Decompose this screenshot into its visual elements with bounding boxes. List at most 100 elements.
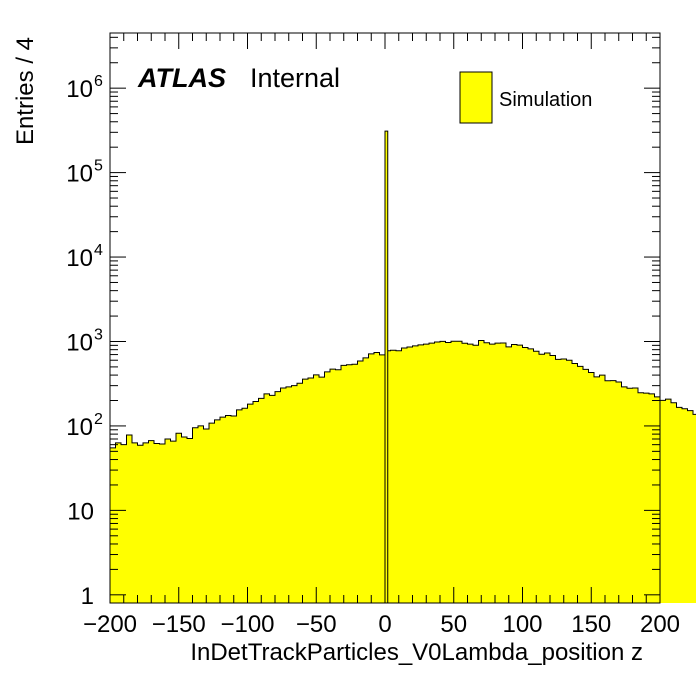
histogram-bin [473, 345, 479, 603]
histogram-bin [643, 393, 650, 603]
histogram-bin [682, 408, 688, 603]
histogram-bin [599, 375, 606, 603]
histogram-bin [209, 423, 215, 603]
histogram-bin [544, 352, 551, 603]
histogram-bin [665, 399, 672, 603]
histogram-bin [154, 443, 160, 603]
y-axis-label: Entries / 4 [12, 37, 39, 145]
histogram-bin [462, 343, 468, 603]
histogram-bin [170, 441, 177, 603]
histogram-bin [484, 342, 490, 603]
histogram-bin [231, 416, 237, 603]
histogram-bin [671, 402, 677, 603]
histogram-bin [577, 366, 584, 603]
histogram-bin [214, 419, 221, 603]
histogram-bin [390, 350, 397, 603]
y-tick-label: 10 [66, 329, 93, 356]
y-tick-exponent: 4 [94, 242, 103, 259]
x-tick-label: 200 [640, 611, 680, 638]
histogram-bin [500, 343, 507, 603]
histogram-bin [198, 425, 204, 603]
histogram-bin [165, 439, 171, 603]
histogram-bin [478, 340, 485, 603]
histogram-bin [286, 386, 292, 603]
histogram-bin [242, 408, 248, 603]
histogram-bin [522, 347, 529, 603]
histogram-bin [247, 404, 254, 603]
histogram-bin [176, 433, 182, 603]
y-tick-label: 10 [66, 161, 93, 188]
histogram-bin [192, 427, 199, 603]
histogram-bin [225, 415, 232, 603]
y-tick-label: 10 [67, 498, 94, 525]
histogram-bin [121, 444, 127, 603]
x-tick-label: 0 [378, 611, 391, 638]
x-tick-label: 50 [440, 611, 467, 638]
histogram-bin [253, 401, 259, 603]
histogram-bin [159, 444, 166, 603]
histogram-bin [638, 392, 644, 603]
histogram-bin [654, 396, 661, 603]
histogram-bin [456, 341, 463, 603]
histogram-bin [110, 447, 116, 603]
histogram-bin [445, 342, 452, 603]
histogram-bin [396, 350, 402, 603]
y-tick-label: 10 [66, 414, 93, 441]
histogram-bin [148, 440, 155, 603]
histogram-bin [511, 344, 518, 603]
y-tick-exponent: 2 [94, 411, 103, 428]
atlas-status-label: Internal [250, 63, 340, 93]
x-tick-label: −150 [152, 611, 206, 638]
histogram-bin [137, 445, 144, 603]
histogram-bin [533, 351, 540, 603]
histogram-bin [374, 352, 380, 603]
histogram-bin [324, 371, 331, 603]
x-tick-label: 100 [502, 611, 542, 638]
histogram-bin [660, 400, 666, 603]
histogram-bin [319, 377, 325, 603]
histogram-bin [676, 407, 683, 603]
histogram-bin [621, 386, 628, 603]
histogram-bin [308, 377, 314, 603]
histogram-bin [368, 353, 375, 603]
histogram-bin [330, 369, 336, 603]
histogram-bin [181, 436, 188, 603]
histogram-bars [109, 130, 696, 604]
histogram-bin [352, 364, 358, 603]
histogram-bin [275, 391, 281, 603]
histogram-bin [632, 388, 639, 603]
histogram-bin [346, 364, 353, 603]
histogram-bin [561, 358, 567, 603]
histogram-bin [401, 347, 408, 603]
histogram-bin [627, 388, 633, 603]
histogram-bin [539, 354, 545, 603]
y-tick-exponent: 6 [94, 73, 103, 90]
histogram-bin [572, 363, 578, 603]
x-tick-label: 150 [571, 611, 611, 638]
histogram-bin [506, 346, 512, 603]
histogram-bin [302, 379, 309, 603]
histogram-bin [412, 345, 419, 603]
histogram-bin [528, 348, 534, 603]
histogram-bin [115, 442, 122, 603]
histogram-bin [187, 438, 193, 603]
histogram-bin [555, 359, 562, 603]
y-tick-exponent: 5 [94, 158, 103, 175]
histogram-bin [291, 385, 298, 603]
histogram-bin [341, 365, 347, 603]
histogram-bin [258, 398, 265, 603]
legend-label-simulation: Simulation [499, 89, 592, 111]
histogram-bin [418, 344, 424, 603]
histogram-bin [594, 376, 600, 603]
histogram-bin [280, 388, 287, 603]
histogram-bin [588, 372, 595, 603]
x-tick-label: −200 [83, 611, 137, 638]
histogram-bin [693, 414, 696, 603]
histogram-bin [649, 393, 655, 603]
histogram-bin [220, 417, 226, 603]
legend-swatch-simulation [459, 71, 493, 124]
histogram-bin [616, 382, 622, 603]
histogram-bin [467, 344, 474, 603]
